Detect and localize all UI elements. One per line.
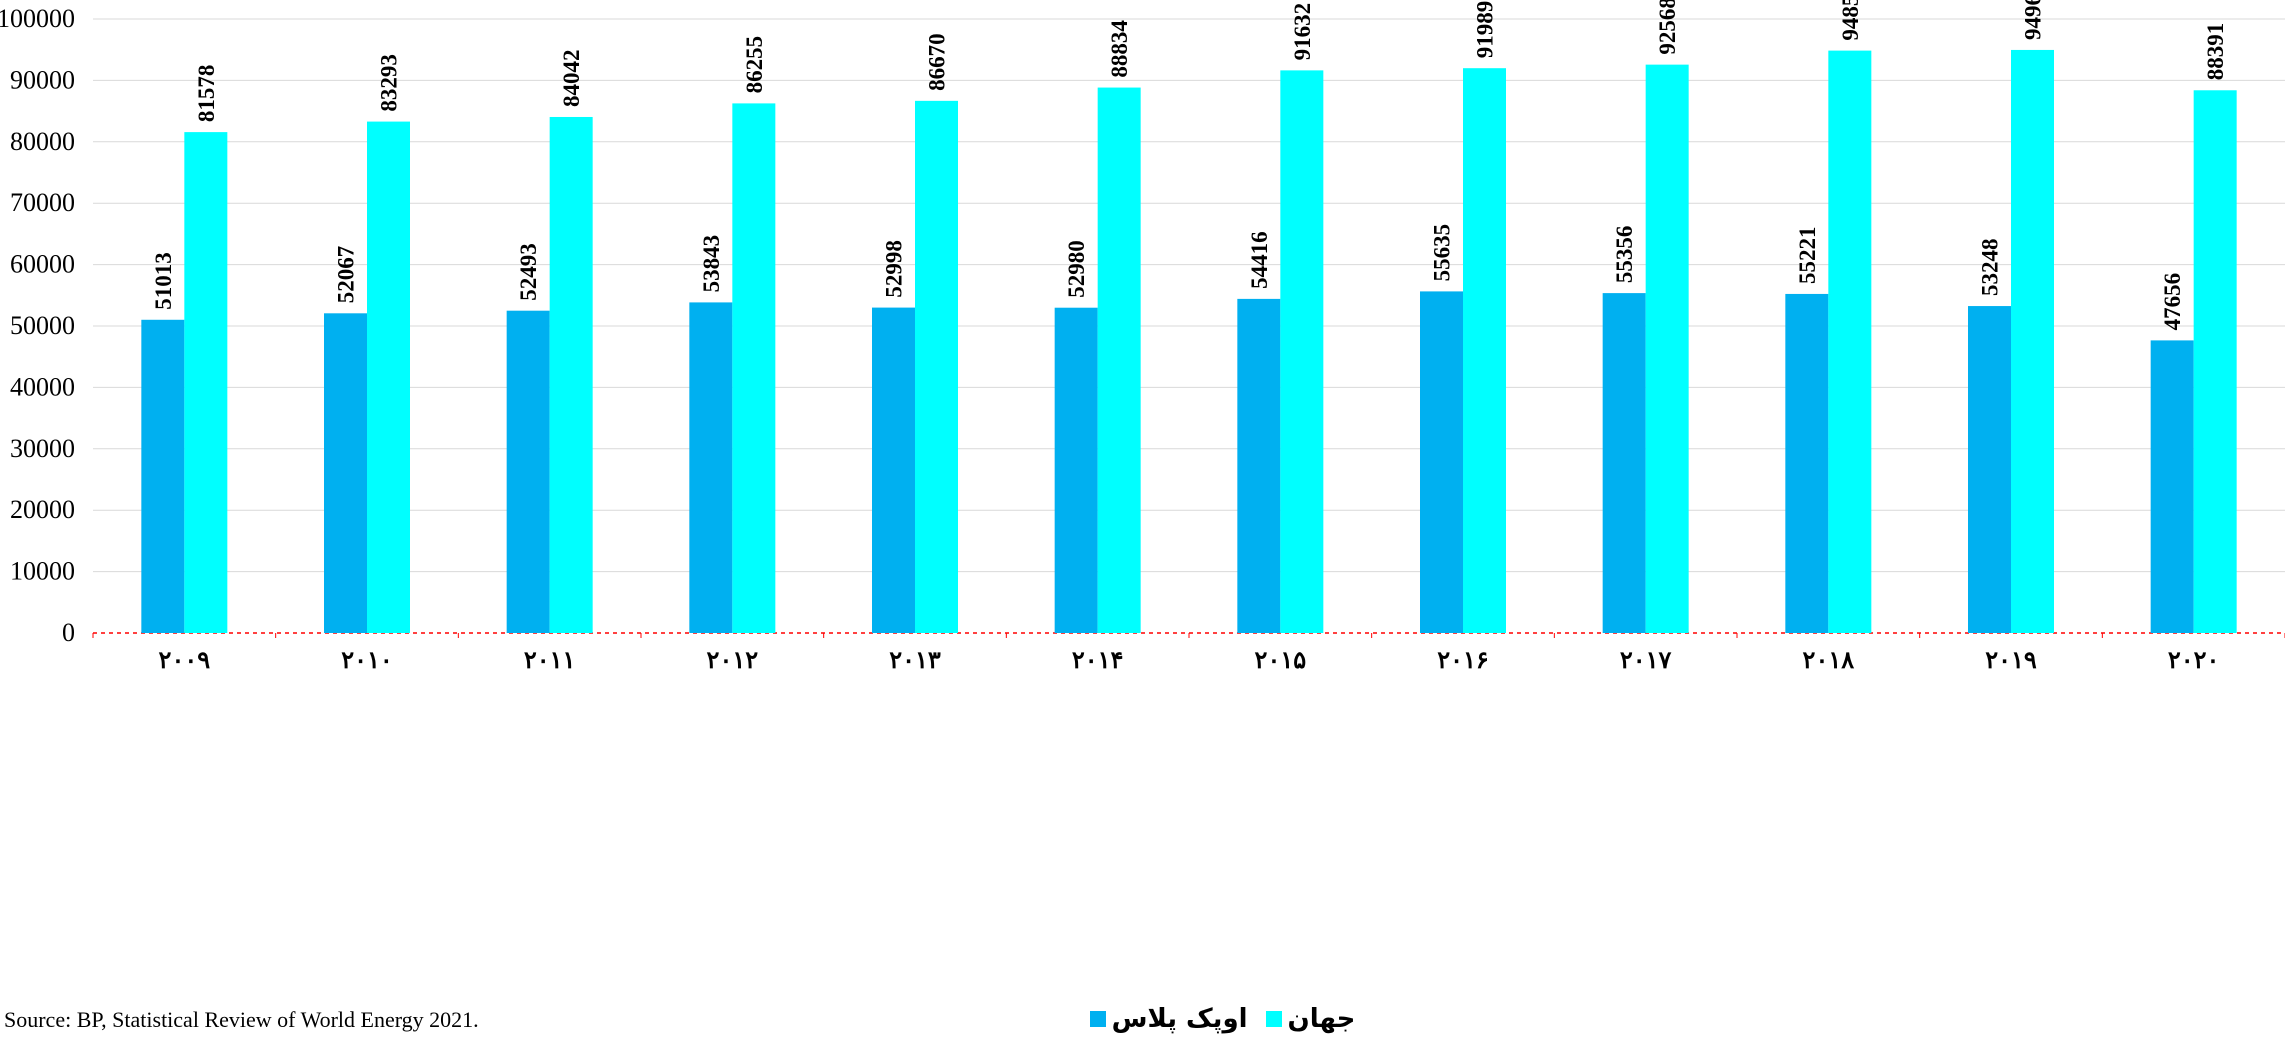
data-label-series-0: 55221 bbox=[1795, 226, 1820, 284]
y-tick-label: 100000 bbox=[0, 4, 75, 33]
bar-series-0 bbox=[1968, 306, 2011, 633]
data-label-series-1: 84042 bbox=[559, 49, 584, 107]
data-label-series-1: 83293 bbox=[377, 54, 402, 112]
bar-series-1 bbox=[1645, 64, 1689, 634]
legend-label-series-0: اوپک پلاس bbox=[1111, 1004, 1248, 1034]
data-label-series-1: 94961 bbox=[2021, 0, 2046, 40]
bar-series-1 bbox=[2193, 90, 2237, 634]
data-label-series-0: 55635 bbox=[1430, 224, 1455, 282]
x-tick-label: ۲۰۲۰ bbox=[2168, 645, 2220, 674]
bar-series-0 bbox=[1054, 307, 1098, 633]
legend-swatch-series-0 bbox=[1089, 1011, 1106, 1027]
bar-series-0 bbox=[872, 307, 915, 633]
data-label-series-0: 53843 bbox=[699, 235, 724, 293]
legend-swatch-series-1 bbox=[1265, 1011, 1282, 1027]
bar-series-1 bbox=[915, 100, 958, 634]
bar-series-0 bbox=[506, 310, 550, 633]
data-label-series-1: 91989 bbox=[1473, 1, 1498, 59]
bar-series-0 bbox=[1420, 291, 1463, 633]
y-tick-label: 10000 bbox=[10, 557, 75, 586]
data-label-series-0: 53248 bbox=[1978, 239, 2003, 297]
data-label-series-1: 91632 bbox=[1290, 3, 1315, 61]
data-label-series-1: 92568 bbox=[1655, 0, 1680, 55]
bar-series-1 bbox=[549, 116, 593, 633]
data-label-series-0: 52067 bbox=[334, 246, 359, 304]
x-tick-label: ۲۰۱۱ bbox=[524, 645, 576, 674]
y-tick-label: 20000 bbox=[10, 495, 75, 524]
x-tick-label: ۲۰۱۶ bbox=[1437, 645, 1489, 674]
data-label-series-0: 47656 bbox=[2160, 273, 2185, 331]
data-label-series-0: 52998 bbox=[882, 240, 907, 298]
bar-series-0 bbox=[689, 302, 733, 633]
y-tick-label: 80000 bbox=[10, 127, 75, 156]
bar-series-0 bbox=[1785, 293, 1829, 633]
x-tick-label: ۲۰۰۹ bbox=[159, 645, 211, 674]
x-tick-label: ۲۰۱۳ bbox=[889, 645, 941, 674]
legend-item-series-1: جهان bbox=[1265, 1004, 1356, 1034]
bar-series-1 bbox=[1097, 87, 1141, 633]
bar-series-1 bbox=[367, 121, 410, 633]
data-label-series-1: 86670 bbox=[925, 33, 950, 91]
legend: اوپک پلاس جهان bbox=[0, 1004, 2285, 1034]
data-label-series-0: 51013 bbox=[151, 252, 176, 310]
data-label-series-1: 88834 bbox=[1107, 20, 1132, 78]
data-label-series-0: 52493 bbox=[516, 243, 541, 301]
bar-series-1 bbox=[732, 103, 776, 634]
y-tick-label: 50000 bbox=[10, 311, 75, 340]
x-tick-label: ۲۰۱۲ bbox=[707, 645, 759, 674]
data-label-series-1: 86255 bbox=[742, 36, 767, 94]
bar-series-0 bbox=[1237, 298, 1281, 633]
data-label-series-1: 88391 bbox=[2203, 23, 2228, 81]
data-label-series-0: 54416 bbox=[1247, 231, 1272, 289]
data-label-series-0: 52980 bbox=[1064, 240, 1089, 298]
bar-chart: 0 10000 20000 30000 40000 50000 60000 70000 8000… bbox=[0, 0, 2285, 674]
bar-series-1 bbox=[1828, 50, 1872, 634]
data-label-series-0: 55356 bbox=[1612, 226, 1637, 284]
data-label-series-1: 94852 bbox=[1838, 0, 1863, 41]
y-tick-label: 40000 bbox=[10, 372, 75, 401]
x-tick-label: ۲۰۱۷ bbox=[1620, 645, 1672, 674]
bar-series-0 bbox=[2150, 340, 2194, 633]
source-note: Source: BP, Statistical Review of World … bbox=[4, 1007, 479, 1032]
bar-series-0 bbox=[1602, 293, 1646, 633]
legend-item-series-0: اوپک پلاس bbox=[1089, 1004, 1248, 1034]
y-tick-label: 60000 bbox=[10, 250, 75, 279]
bar-series-1 bbox=[1463, 68, 1506, 633]
y-tick-label: 70000 bbox=[10, 188, 75, 217]
legend-label-series-1: جهان bbox=[1287, 1004, 1356, 1034]
bar-series-1 bbox=[184, 132, 228, 633]
bar-series-0 bbox=[324, 313, 367, 633]
x-tick-label: ۲۰۱۵ bbox=[1255, 645, 1307, 674]
bar-series-1 bbox=[1280, 70, 1324, 633]
bar-series-1 bbox=[2011, 49, 2054, 634]
y-tick-label: 0 bbox=[62, 618, 75, 647]
data-label-series-1: 81578 bbox=[194, 65, 219, 122]
bar-series-0 bbox=[141, 319, 185, 633]
x-tick-label: ۲۰۱۸ bbox=[1803, 645, 1855, 674]
x-tick-label: ۲۰۱۴ bbox=[1072, 645, 1124, 674]
x-tick-label: ۲۰۱۹ bbox=[1985, 645, 2037, 674]
y-tick-label: 30000 bbox=[10, 434, 75, 463]
y-tick-label: 90000 bbox=[10, 65, 75, 94]
x-tick-label: ۲۰۱۰ bbox=[341, 645, 393, 674]
